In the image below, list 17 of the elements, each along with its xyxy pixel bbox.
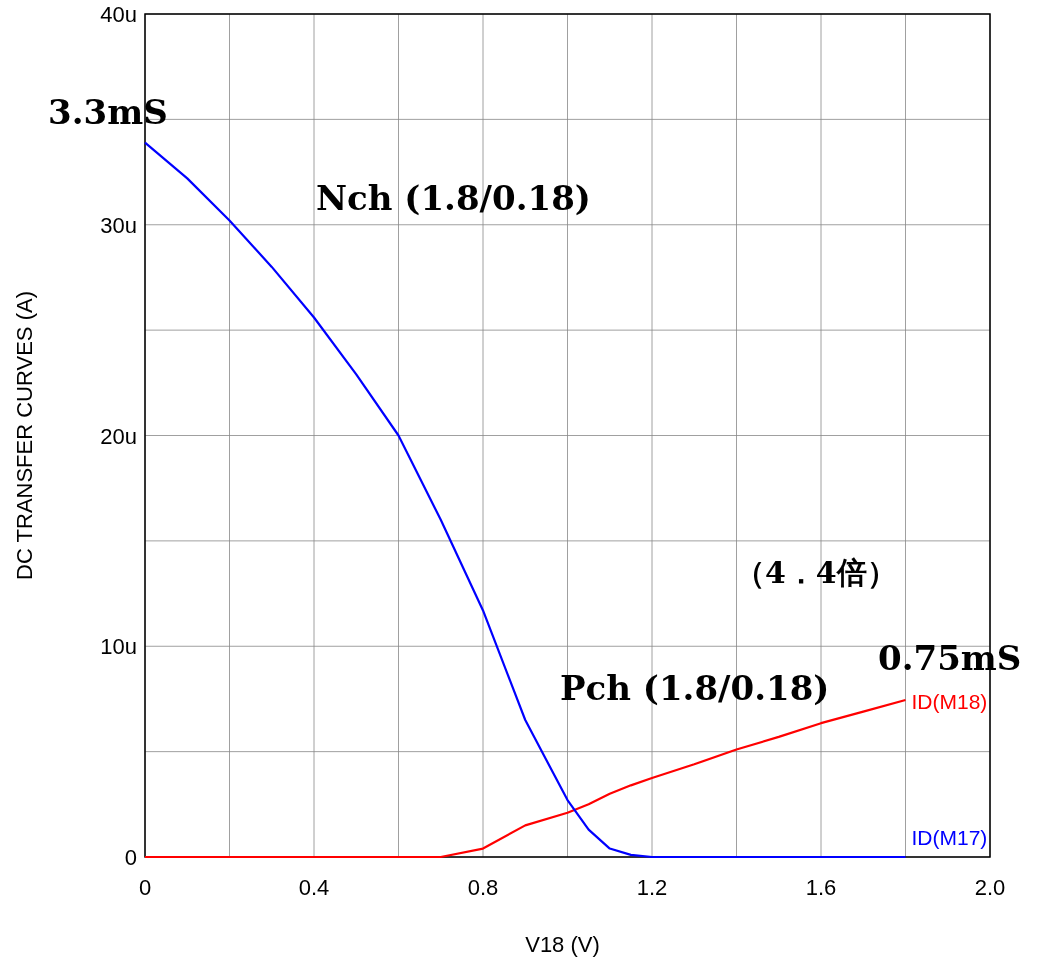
x-tick-label: 1.6 <box>805 875 837 900</box>
x-tick-label: 0.8 <box>467 875 499 900</box>
y-tick-label: 30u <box>100 212 137 238</box>
series-label: ID(M18) <box>911 689 988 713</box>
y-axis-title: DC TRANSFER CURVES (A) <box>12 291 37 580</box>
annotation: Nch (1.8/0.18) <box>316 178 591 218</box>
x-tick-label: 1.2 <box>636 875 668 900</box>
series-label: ID(M17) <box>911 826 988 849</box>
y-tick-label: 20u <box>100 423 137 449</box>
y-tick-label: 0 <box>124 845 137 870</box>
x-axis-title: V18 (V) <box>525 932 600 957</box>
y-tick-label: 10u <box>100 634 137 660</box>
x-tick-label: 0.4 <box>298 875 330 900</box>
x-tick-label: 2.0 <box>974 875 1006 900</box>
annotation: （4．4倍） <box>735 555 897 590</box>
y-tick-label: 40u <box>100 2 137 27</box>
annotation: Pch (1.8/0.18) <box>560 668 830 708</box>
